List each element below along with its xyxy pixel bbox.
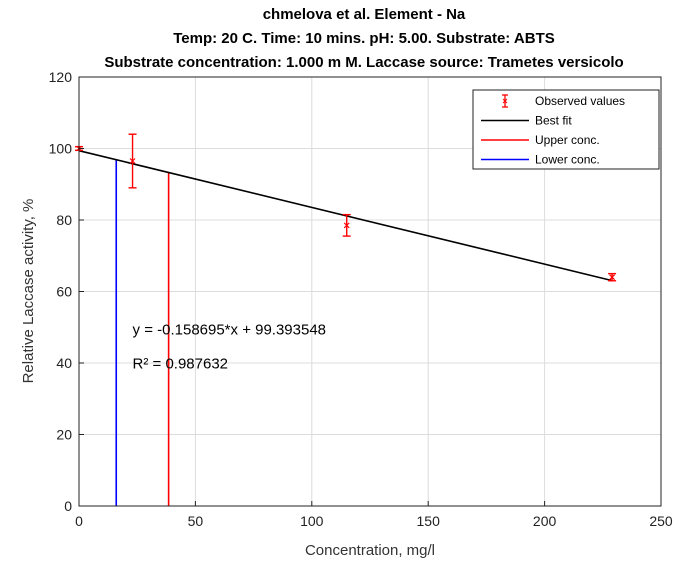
y-tick-label: 60 [56, 284, 72, 300]
point-marker [343, 222, 350, 229]
ticks: 0 50 100 150 200 250 0 20 40 60 80 100 120 [49, 69, 673, 529]
y-tick-label: 80 [56, 212, 72, 228]
legend-item: Best fit [481, 114, 572, 128]
legend-label: Best fit [535, 114, 572, 128]
point-marker [129, 158, 136, 164]
legend-item: Upper conc. [481, 133, 600, 147]
legend-label: Observed values [535, 94, 625, 108]
y-tick-label: 120 [49, 69, 73, 85]
legend-box [472, 89, 660, 170]
observed-point [128, 133, 137, 189]
y-tick-label: 20 [56, 427, 72, 443]
point-marker [609, 274, 616, 281]
legend: Observed values Best fit Upper conc. Lower … [472, 89, 660, 170]
grid [78, 76, 662, 507]
chart-title: chmelova et al. Element - Na Temp: 20 C.… [104, 6, 623, 71]
title-line-3: Substrate concentration: 1.000 m M. Lacc… [104, 54, 623, 71]
title-line-1: chmelova et al. Element - Na [263, 6, 466, 23]
y-axis-label: Relative Laccase activity, % [20, 199, 37, 384]
legend-swatch [502, 98, 508, 104]
fit-annotation: y = -0.158695*x + 99.393548 [133, 321, 327, 338]
x-tick-label: 100 [300, 513, 324, 529]
legend-label: Upper conc. [535, 133, 600, 147]
x-tick-label: 150 [417, 513, 441, 529]
best-fit-line [78, 149, 613, 282]
title-line-2: Temp: 20 C. Time: 10 mins. pH: 5.00. Sub… [173, 30, 554, 47]
observed-point [342, 213, 351, 237]
legend-item: Observed values [502, 94, 625, 108]
legend-item: Lower conc. [481, 153, 600, 167]
y-tick-label: 40 [56, 355, 72, 371]
observed-point [608, 272, 617, 282]
x-tick-label: 50 [188, 513, 204, 529]
x-tick-label: 0 [75, 513, 83, 529]
y-tick-label: 0 [64, 498, 72, 514]
series-layer [75, 133, 617, 506]
x-axis-label: Concentration, mg/l [305, 542, 435, 559]
x-tick-label: 250 [649, 513, 673, 529]
x-tick-label: 200 [533, 513, 557, 529]
annotations: y = -0.158695*x + 99.393548 R² = 0.987632 [133, 321, 327, 372]
fit-annotation: R² = 0.987632 [133, 355, 229, 372]
legend-label: Lower conc. [535, 153, 600, 167]
y-tick-label: 100 [49, 141, 73, 157]
